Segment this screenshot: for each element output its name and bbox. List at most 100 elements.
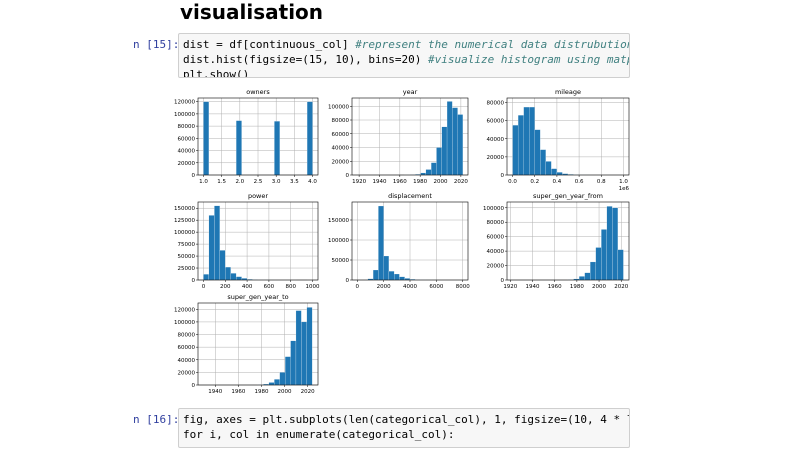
y-tick-label: 125000 <box>174 218 195 224</box>
bar <box>236 120 242 176</box>
subplot-title: owners <box>246 88 270 96</box>
y-tick-label: 20000 <box>178 161 196 167</box>
x-tick-label: 1980 <box>254 389 268 395</box>
subplot-title: power <box>248 192 268 200</box>
x-tick-label: 2020 <box>614 284 628 290</box>
bar <box>457 114 464 176</box>
bar <box>545 161 552 176</box>
y-tick-label: 100000 <box>174 112 195 118</box>
subplot: 0 20000 40000 60000 80000 0.0 0.2 0.4 0.6 0.8 1.0 m… <box>487 88 630 192</box>
x-tick-label: 3.0 <box>272 179 281 185</box>
bar <box>301 321 307 386</box>
code-line: dist.hist(figsize=(15, 10), bins=20) #vi… <box>183 52 629 67</box>
code-line: fig, axes = plt.subplots(len(categorical… <box>183 412 629 427</box>
subplot: 0 20000 40000 60000 80000 100000 120000 1940 196… <box>174 293 319 395</box>
y-tick-label: 0 <box>501 173 505 179</box>
code-line: plt.show() <box>183 67 625 77</box>
x-tick-label: 0 <box>356 284 360 290</box>
y-tick-label: 20000 <box>487 155 505 161</box>
code-line: for i, col in enumerate(categorical_col)… <box>183 427 625 442</box>
y-tick-label: 0 <box>346 278 350 284</box>
x-tick-label: 1000 <box>306 284 320 290</box>
x-tick-label: 1980 <box>413 179 427 185</box>
x-tick-label: 1.5 <box>217 179 226 185</box>
bar <box>306 101 313 176</box>
x-tick-label: 2020 <box>301 389 315 395</box>
axes-frame <box>197 302 319 386</box>
subplot-title: year <box>403 88 418 96</box>
x-tick-label: 1960 <box>548 284 562 290</box>
bar <box>425 169 432 176</box>
x-tick-label: 1980 <box>570 284 584 290</box>
y-tick-label: 150000 <box>328 218 349 224</box>
y-tick-label: 20000 <box>487 264 505 270</box>
bar <box>601 229 607 281</box>
bar <box>230 273 237 281</box>
bar <box>378 205 384 281</box>
bar <box>540 149 546 176</box>
code: for i, col in enumerate(categorical_col)… <box>183 428 455 441</box>
x-tick-label: 1920 <box>352 179 366 185</box>
x-tick-label: 200 <box>220 284 231 290</box>
x-tick-label: 0 <box>202 284 206 290</box>
bar <box>431 162 437 176</box>
bar <box>441 126 448 176</box>
x-tick-label: 2000 <box>377 284 391 290</box>
y-tick-label: 0 <box>192 383 196 389</box>
x-tick-label: 2020 <box>454 179 468 185</box>
code-cell[interactable]: dist = df[continuous_col] #represent the… <box>178 33 630 78</box>
y-tick-label: 0 <box>192 173 196 179</box>
subplot: 0 20000 40000 60000 80000 100000 120000 1.0 1.5 2… <box>174 88 319 185</box>
axes-frame <box>506 201 630 281</box>
x-tick-label: 1.0 <box>619 179 628 185</box>
axes-frame <box>351 97 469 176</box>
bar <box>446 101 453 176</box>
x-tick-label: 4.0 <box>308 179 317 185</box>
bar <box>394 273 400 281</box>
bar <box>306 307 313 386</box>
bar <box>420 172 426 176</box>
subplot: 0 50000 100000 150000 0 2000 4000 6000 8000 displ… <box>328 192 470 290</box>
bar <box>534 129 541 176</box>
axes-frame <box>197 97 319 176</box>
bar <box>399 276 405 281</box>
code-line: dist = df[continuous_col] #represent the… <box>183 37 629 52</box>
y-tick-label: 100000 <box>174 320 195 326</box>
y-tick-label: 120000 <box>174 100 195 106</box>
x-tick-label: 0.8 <box>597 179 606 185</box>
x-tick-label: 0.2 <box>530 179 539 185</box>
bar <box>529 106 535 176</box>
bar <box>584 272 591 281</box>
y-tick-label: 40000 <box>178 358 196 364</box>
bar <box>612 207 619 281</box>
y-tick-label: 120000 <box>174 307 195 313</box>
y-tick-label: 40000 <box>487 249 505 255</box>
y-tick-label: 60000 <box>178 345 196 351</box>
bar <box>512 125 519 176</box>
x-tick-label: 0.6 <box>575 179 584 185</box>
y-tick-label: 60000 <box>332 132 350 138</box>
bar <box>274 379 280 386</box>
y-tick-label: 60000 <box>178 136 196 142</box>
bar <box>285 356 291 386</box>
code: dist = df[continuous_col] <box>183 38 356 51</box>
bar <box>372 269 379 281</box>
y-tick-label: 100000 <box>328 104 349 110</box>
y-tick-label: 40000 <box>178 149 196 155</box>
subplot-title: displacement <box>388 192 432 200</box>
x-tick-label: 1960 <box>393 179 407 185</box>
x-offset-label: 1e6 <box>619 186 630 192</box>
y-tick-label: 0 <box>192 278 196 284</box>
subplot: 0 25000 50000 75000 100000 125000 150000 0 200 40… <box>174 192 320 290</box>
comment: #represent the numerical data distrubuti… <box>355 38 630 51</box>
bar <box>517 115 524 176</box>
prompt: n [16]: <box>133 413 180 426</box>
y-tick-label: 20000 <box>178 370 196 376</box>
x-tick-label: 1.0 <box>199 179 208 185</box>
bar <box>523 106 530 176</box>
code-cell[interactable]: fig, axes = plt.subplots(len(categorical… <box>178 408 630 448</box>
subplot: 0 20000 40000 60000 80000 100000 1920 1940 1960 1… <box>328 88 468 185</box>
bar <box>436 147 442 176</box>
x-tick-label: 1960 <box>231 389 245 395</box>
